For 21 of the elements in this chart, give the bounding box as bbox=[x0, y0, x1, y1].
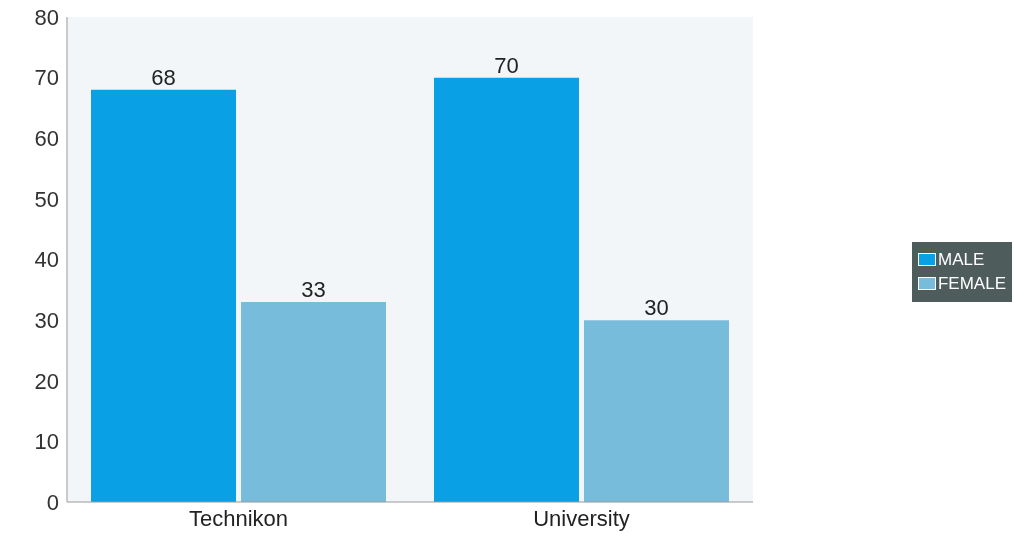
y-tick-label: 40 bbox=[34, 247, 59, 273]
data-label: 30 bbox=[644, 295, 669, 321]
x-tick-label: Technikon bbox=[188, 505, 289, 531]
y-tick-label: 0 bbox=[46, 489, 59, 515]
data-label: 68 bbox=[151, 64, 176, 90]
x-tick-label: University bbox=[533, 505, 630, 531]
data-label: 70 bbox=[494, 52, 519, 78]
y-tick-label: 80 bbox=[34, 4, 59, 30]
y-tick-label: 50 bbox=[34, 186, 59, 212]
legend-label: FEMALE bbox=[937, 272, 1006, 295]
bar bbox=[91, 89, 237, 502]
bar bbox=[583, 320, 729, 502]
bar bbox=[241, 301, 387, 502]
y-tick-label: 10 bbox=[34, 429, 59, 455]
bar bbox=[433, 77, 579, 502]
y-tick-label: 60 bbox=[34, 126, 59, 152]
legend-label: MALE bbox=[937, 248, 985, 271]
y-tick-label: 30 bbox=[34, 307, 59, 333]
y-tick-label: 70 bbox=[34, 65, 59, 91]
data-label: 33 bbox=[301, 276, 326, 302]
y-tick-label: 20 bbox=[34, 368, 59, 394]
